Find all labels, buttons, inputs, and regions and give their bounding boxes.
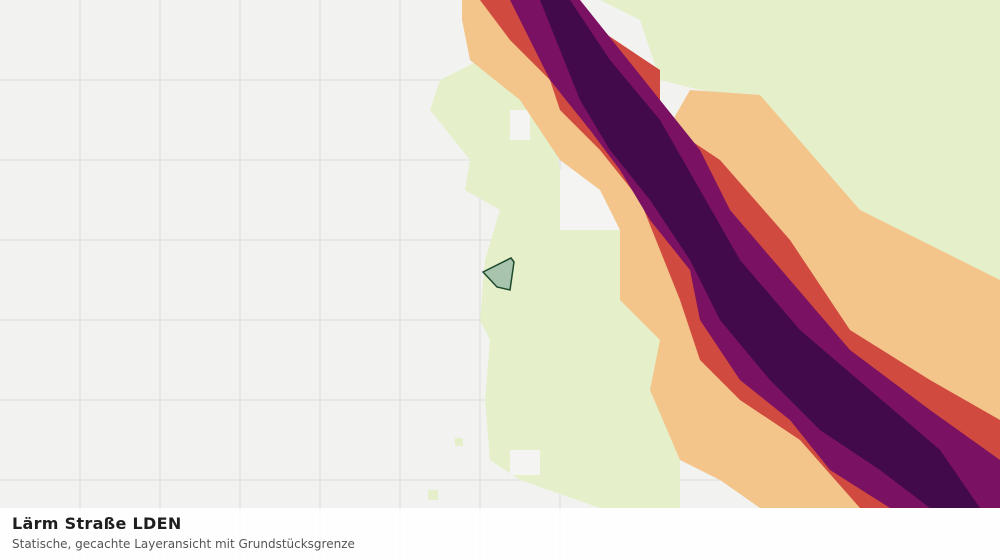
caption-bar: Lärm Straße LDEN Statische, gecachte Lay…	[0, 508, 1000, 560]
parcel-boundary	[481, 257, 515, 291]
layer-subtitle: Statische, gecachte Layeransicht mit Gru…	[12, 537, 355, 551]
layer-title: Lärm Straße LDEN	[12, 514, 182, 533]
noise-band-dark	[540, 0, 980, 508]
